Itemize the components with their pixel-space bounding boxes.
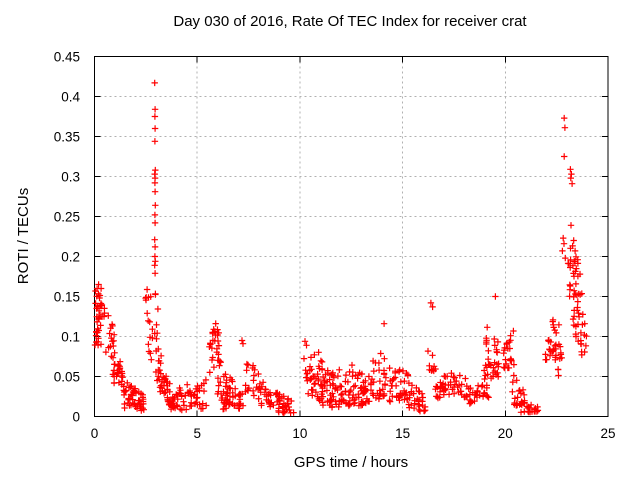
x-tick-label: 25 — [600, 426, 615, 441]
x-axis-label: GPS time / hours — [294, 454, 408, 471]
y-tick-label: 0.45 — [54, 49, 80, 64]
gridlines — [94, 56, 608, 417]
y-tick-label: 0.25 — [54, 209, 80, 224]
x-tick-label: 10 — [292, 426, 307, 441]
y-tick-label: 0.4 — [61, 89, 80, 104]
y-axis-label: ROTI / TECUs — [15, 188, 32, 284]
x-tick-label: 5 — [193, 426, 201, 441]
data-points — [91, 79, 590, 417]
axis-ticks — [94, 56, 609, 417]
y-tick-label: 0 — [72, 409, 80, 424]
tick-labels: 0 5 10 15 20 25 0 0.05 0.1 0.15 0.2 0.25 0.3 0.35 0.4 0… — [54, 49, 616, 441]
chart-title: Day 030 of 2016, Rate Of TEC Index for r… — [173, 13, 527, 30]
y-tick-label: 0.1 — [61, 329, 80, 344]
x-tick-label: 20 — [498, 426, 513, 441]
y-tick-label: 0.05 — [54, 369, 80, 384]
y-tick-label: 0.3 — [61, 169, 80, 184]
x-tick-label: 0 — [91, 426, 99, 441]
x-tick-label: 15 — [395, 426, 410, 441]
plot-border — [94, 56, 609, 417]
y-tick-label: 0.2 — [61, 249, 80, 264]
y-tick-label: 0.35 — [54, 129, 80, 144]
y-tick-label: 0.15 — [54, 289, 80, 304]
